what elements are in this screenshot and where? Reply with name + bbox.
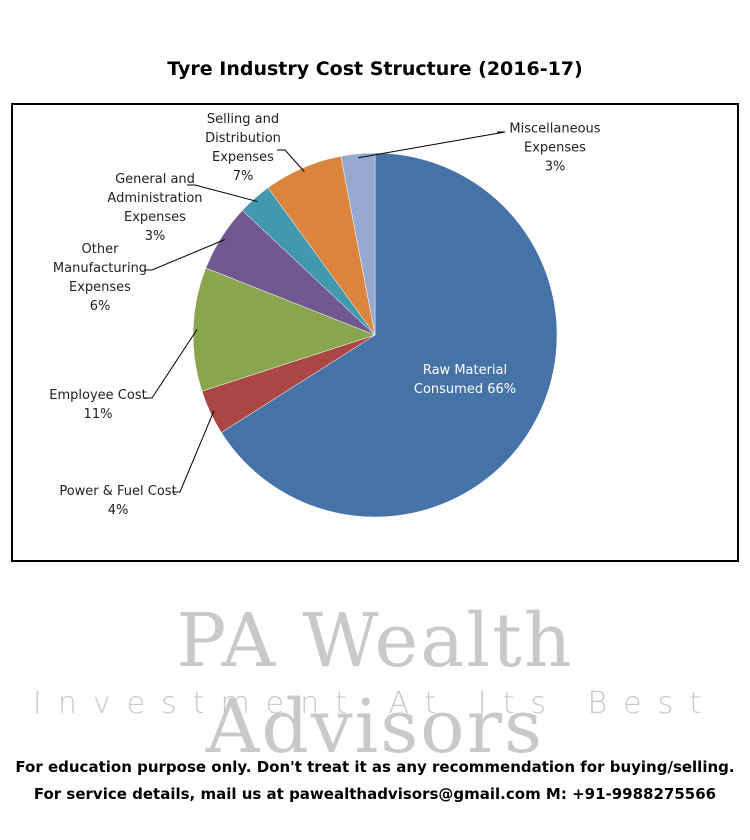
chart-frame: [11, 103, 739, 562]
leader-line: [144, 329, 198, 399]
category-name: Raw Material Consumed: [413, 363, 508, 397]
slice-label: Selling and Distribution Expenses 7%: [198, 110, 288, 186]
pie-slice: [340, 152, 376, 336]
slice-label: Power & Fuel Cost 4%: [43, 482, 193, 520]
value-label: 4%: [107, 503, 129, 518]
value-label: 11%: [83, 407, 113, 422]
category-name: Power & Fuel Cost: [59, 484, 177, 499]
slice-label: Other Manufacturing Expenses 6%: [45, 240, 155, 316]
category-name: Miscellaneous Expenses: [509, 121, 601, 156]
leader-line: [277, 149, 305, 172]
value-label: 3%: [544, 159, 566, 175]
pie-slice: [192, 267, 376, 392]
chart-title: Tyre Industry Cost Structure (2016-17): [167, 58, 583, 80]
category-name: General and Administration Expenses: [107, 172, 203, 225]
category-name: Selling and Distribution Expenses: [205, 112, 281, 165]
value-label: 7%: [232, 169, 254, 184]
leader-line: [144, 239, 225, 271]
leader-line: [187, 184, 258, 202]
slice-label: Raw Material Consumed 66%: [400, 361, 530, 399]
watermark-tagline: Investment At Its Best: [32, 686, 718, 721]
footer-line: For education purpose only. Don't treat …: [15, 758, 735, 776]
category-name: Other Manufacturing Expenses: [52, 242, 148, 295]
watermark-name: PA Wealth Advisors: [176, 598, 574, 770]
pie-slice: [220, 152, 558, 518]
slice-label: Employee Cost 11%: [33, 386, 163, 424]
value-label: 3%: [144, 229, 166, 244]
leader-line: [172, 410, 215, 493]
slice-label: Miscellaneous Expenses 3%: [495, 120, 615, 177]
leader-line: [358, 131, 506, 159]
footer-line: For service details, mail us at pawealth…: [33, 785, 717, 803]
slice-label: General and Administration Expenses 3%: [103, 170, 208, 246]
value-label: 6%: [89, 299, 111, 314]
value-label: 66%: [487, 382, 517, 397]
category-name: Employee Cost: [49, 388, 147, 403]
